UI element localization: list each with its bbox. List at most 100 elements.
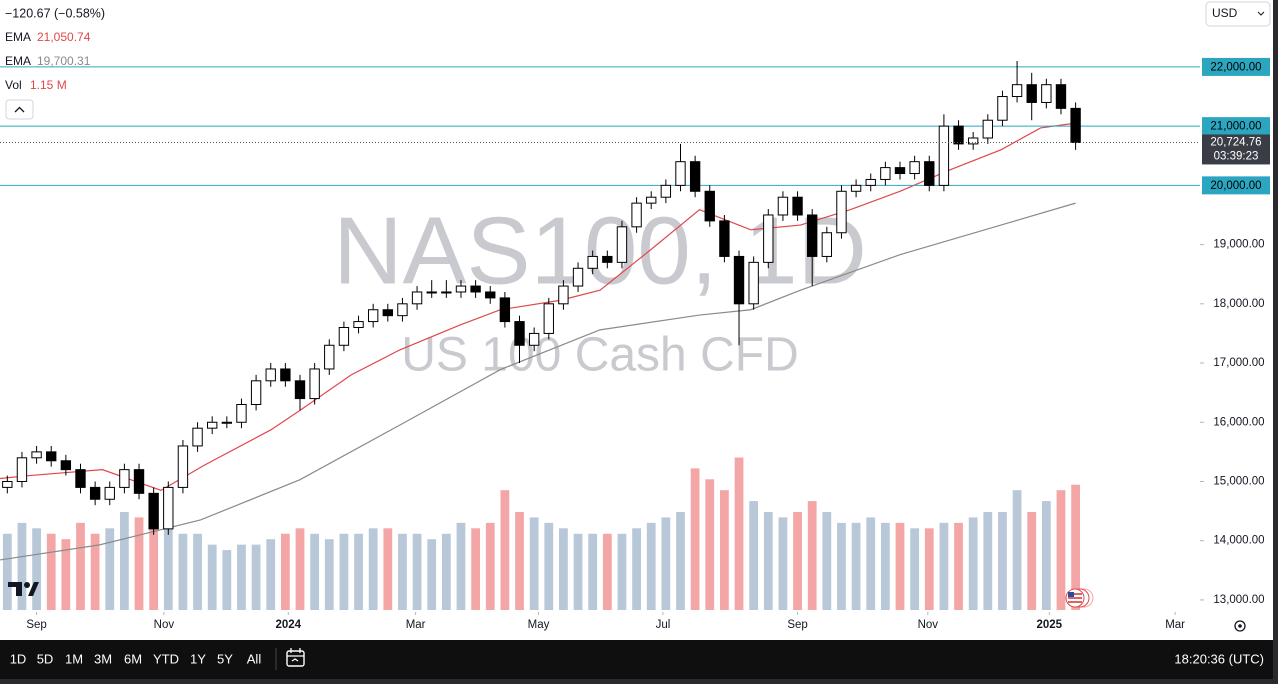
volume-bar [573, 533, 583, 610]
volume-bar [222, 550, 232, 610]
volume-bar [1056, 490, 1066, 610]
volume-bar [1027, 511, 1037, 610]
candle-body [807, 214, 818, 257]
volume-bar [1012, 490, 1022, 610]
volume-bar [529, 517, 539, 610]
candle-body [119, 469, 130, 488]
candle-body [499, 297, 511, 323]
candle-body [572, 267, 584, 287]
candle-body [850, 184, 862, 192]
candle-body [411, 291, 423, 305]
collapse-button[interactable] [5, 99, 34, 120]
volume-bar [749, 501, 759, 610]
candle-body [353, 321, 364, 329]
x-tick-label: Sep [787, 619, 807, 631]
range-button[interactable]: YTD [153, 651, 179, 666]
candle-body [309, 368, 320, 400]
volume-bar [90, 533, 100, 610]
candle-body [338, 327, 350, 346]
candle-body [792, 196, 803, 216]
volume-bar [368, 528, 378, 610]
y-tick-label: 14,000.00 [1213, 535, 1264, 547]
x-tick-label: Mar [1165, 619, 1185, 631]
settings-icon[interactable] [1234, 620, 1246, 632]
y-tick-label: 19,000.00 [1213, 239, 1264, 251]
volume-bar [822, 511, 832, 610]
date-range-icon[interactable] [286, 648, 305, 667]
candle-body [221, 421, 233, 424]
candle-body [924, 161, 935, 186]
volume-bar [983, 511, 993, 610]
volume-bar [427, 539, 437, 610]
candle-body [46, 451, 57, 462]
range-button[interactable]: 5Y [217, 651, 233, 666]
candle-body [748, 261, 759, 305]
x-tick-label: Nov [154, 619, 175, 631]
range-button[interactable]: 6M [124, 651, 142, 666]
bottom-toolbar [0, 640, 1278, 684]
range-button[interactable]: 5D [37, 651, 54, 666]
candle-body [1041, 84, 1052, 103]
volume-bar [178, 533, 188, 610]
candle-body [777, 196, 789, 216]
y-tick-label: 17,000.00 [1213, 357, 1264, 369]
candle-body [104, 486, 115, 500]
volume-bar [149, 522, 159, 610]
bottom-edge [0, 679, 1278, 684]
volume-bar [237, 544, 246, 610]
x-tick-label: Jul [656, 619, 671, 631]
candle-body [455, 285, 467, 293]
volume-bar [954, 522, 963, 610]
candle-body [894, 167, 906, 175]
candle-body [909, 161, 920, 175]
volume-bar [851, 522, 861, 610]
candle-body [1070, 107, 1081, 143]
price-tag-label: 20,000.00 [1210, 180, 1261, 192]
x-tick-label: May [528, 619, 550, 631]
volume-bar [632, 528, 641, 610]
range-button[interactable]: All [247, 651, 262, 666]
x-tick-label: 2025 [1036, 619, 1062, 631]
candle-body [631, 202, 642, 228]
legend-name: Vol [5, 78, 22, 92]
candle-body [967, 137, 979, 145]
candle-body [602, 255, 613, 263]
candle-body [982, 119, 993, 139]
last-price-tag [1202, 134, 1270, 165]
candle-body [514, 321, 525, 346]
candle-body [382, 309, 393, 317]
range-button[interactable]: 3M [94, 651, 112, 666]
range-button[interactable]: 1Y [190, 651, 206, 666]
volume-bar [324, 539, 334, 610]
candle-body [997, 96, 1008, 121]
legend-name: EMA [5, 30, 31, 44]
y-tick-label: 18,000.00 [1213, 298, 1264, 310]
volume-bar [793, 511, 802, 610]
volume-bar [734, 457, 744, 610]
candle-body [938, 125, 950, 186]
volume-bar [398, 533, 407, 610]
volume-bar [207, 544, 217, 610]
candle-body [587, 255, 598, 269]
volume-bar [76, 522, 85, 610]
volume-bar [354, 533, 363, 610]
candle-body [75, 469, 86, 488]
volume-bar [163, 528, 173, 610]
volume-bar [456, 522, 466, 610]
range-button[interactable]: 1D [10, 651, 27, 666]
candle-body [397, 303, 408, 317]
volume-bar [602, 533, 612, 610]
y-tick-label: 16,000.00 [1213, 416, 1264, 428]
volume-bar [251, 544, 261, 610]
range-button[interactable]: 1M [65, 651, 83, 666]
candle-body [2, 480, 13, 488]
candle-body [660, 184, 672, 198]
candle-body [163, 486, 174, 530]
volume-bar [17, 522, 27, 610]
currency-button[interactable]: USD [1205, 1, 1271, 27]
volume-bar [134, 517, 144, 610]
volume-bar [441, 533, 451, 610]
volume-bar [778, 517, 788, 610]
